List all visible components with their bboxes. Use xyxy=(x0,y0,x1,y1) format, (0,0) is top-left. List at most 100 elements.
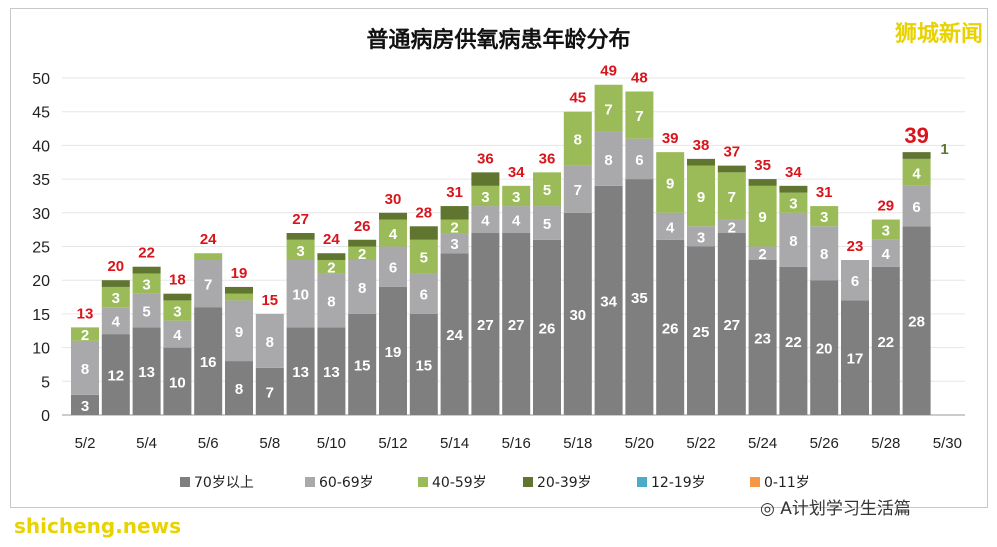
x-tick-label: 5/22 xyxy=(686,435,715,452)
data-label: 9 xyxy=(666,175,674,192)
bar-segment xyxy=(132,266,161,274)
data-label: 8 xyxy=(235,381,243,398)
data-label: 3 xyxy=(81,398,89,415)
wechat-name: A计划学习生活篇 xyxy=(780,499,911,519)
y-tick-label: 5 xyxy=(41,374,50,391)
data-label: 7 xyxy=(574,182,582,199)
bar-segment xyxy=(779,266,808,415)
bar-segment xyxy=(132,293,161,328)
x-tick-label: 5/8 xyxy=(259,435,280,452)
data-label: 8 xyxy=(327,293,335,310)
bar-segment xyxy=(471,185,500,207)
data-label: 4 xyxy=(112,314,121,331)
brand-watermark: 狮城新闻 xyxy=(894,22,983,47)
bar-segment xyxy=(317,253,346,260)
data-label: 4 xyxy=(173,327,182,344)
bar-segment xyxy=(409,273,438,314)
bar-segment xyxy=(563,165,592,213)
data-label: 3 xyxy=(296,243,304,260)
bar-segment xyxy=(348,313,377,415)
y-tick-label: 0 xyxy=(41,408,50,425)
legend-label: 12-19岁 xyxy=(651,475,706,491)
total-label: 34 xyxy=(785,164,802,181)
data-label: 10 xyxy=(169,374,186,391)
total-label: 49 xyxy=(600,63,617,80)
data-label: 7 xyxy=(204,277,212,294)
bar-segment xyxy=(902,185,931,227)
data-label: 28 xyxy=(908,314,925,331)
data-label: 8 xyxy=(604,152,612,169)
bar-segment xyxy=(841,259,869,301)
bar-segment xyxy=(286,233,315,240)
x-tick-label: 5/28 xyxy=(871,435,900,452)
data-label: 8 xyxy=(266,334,274,351)
total-label: 13 xyxy=(77,305,94,322)
data-label: 22 xyxy=(877,334,894,351)
data-label: 16 xyxy=(200,354,217,371)
bar-segment xyxy=(348,259,377,314)
data-label: 5 xyxy=(543,216,551,233)
bar-segment xyxy=(810,206,839,227)
bar-segment xyxy=(163,320,192,348)
bar-segment xyxy=(132,273,161,294)
bar-segment xyxy=(379,212,407,220)
data-label: 26 xyxy=(662,320,679,337)
total-label: 48 xyxy=(631,69,648,86)
bar-segment xyxy=(902,158,931,186)
data-label: 6 xyxy=(912,199,920,216)
bar-segment xyxy=(533,172,561,207)
bar-segment xyxy=(163,293,192,301)
legend-swatch xyxy=(750,477,760,487)
bar-segment xyxy=(656,152,685,213)
bar-segment xyxy=(379,286,407,415)
data-label: 12 xyxy=(107,368,124,385)
bar-segment xyxy=(687,158,715,166)
bar-segment xyxy=(871,266,900,415)
data-label: 5 xyxy=(420,250,428,267)
total-label: 36 xyxy=(539,150,556,167)
total-label: 38 xyxy=(693,137,710,154)
total-label: 37 xyxy=(723,144,740,161)
bar-segment xyxy=(409,226,438,240)
bar-segment xyxy=(687,226,715,247)
bar-segment xyxy=(225,361,253,415)
data-label: 2 xyxy=(728,219,736,236)
data-label: 2 xyxy=(81,327,89,344)
data-label: 7 xyxy=(266,384,274,401)
bar-segment xyxy=(194,253,223,260)
bar-segment xyxy=(502,233,531,415)
bar-segment xyxy=(101,307,130,335)
data-label: 2 xyxy=(358,246,366,263)
bar-segment xyxy=(101,280,130,287)
bar-segment xyxy=(409,239,438,274)
bar-segment xyxy=(810,226,839,281)
bar-segment xyxy=(163,347,192,415)
data-label: 17 xyxy=(847,351,864,368)
bar-segment xyxy=(502,185,531,207)
total-label: 27 xyxy=(292,211,309,228)
data-label: 26 xyxy=(539,320,556,337)
x-tick-label: 5/30 xyxy=(933,435,962,452)
data-label: 4 xyxy=(666,219,675,236)
bar-segment xyxy=(471,206,500,234)
total-label: 28 xyxy=(415,204,432,221)
legend-swatch xyxy=(418,477,428,487)
bar-segment xyxy=(656,212,685,240)
bar-segment xyxy=(317,273,346,328)
data-label: 5 xyxy=(142,304,150,321)
data-label: 3 xyxy=(173,304,181,321)
total-label: 18 xyxy=(169,272,186,289)
bar-segment xyxy=(132,327,161,415)
data-label: 8 xyxy=(820,246,828,263)
data-label: 2 xyxy=(758,246,766,263)
total-label: 29 xyxy=(877,198,894,215)
wechat-source: ◎ A计划学习生活篇 xyxy=(760,499,911,519)
x-tick-label: 5/2 xyxy=(75,435,96,452)
bar-segment xyxy=(163,300,192,321)
bar-segment xyxy=(841,300,869,415)
data-label: 22 xyxy=(785,334,802,351)
data-label: 25 xyxy=(693,324,710,341)
bar-segment xyxy=(717,233,746,415)
bar-segment xyxy=(71,394,99,415)
